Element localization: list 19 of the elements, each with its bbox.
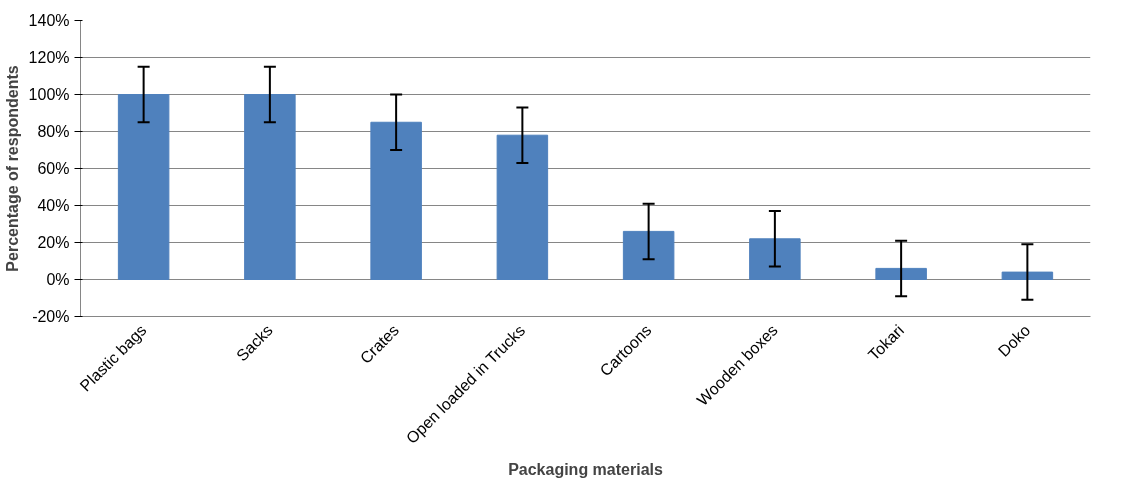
y-tick-label: 80%: [37, 123, 70, 140]
y-tick-label: 120%: [28, 49, 70, 66]
x-axis-title: Packaging materials: [508, 460, 663, 478]
bar: [622, 230, 675, 280]
y-tick-label: 100%: [28, 86, 70, 103]
bar: [117, 94, 170, 280]
y-axis-title: Percentage of respondents: [3, 65, 21, 272]
bar: [749, 238, 801, 280]
y-tick-label: -20%: [32, 308, 70, 325]
bar: [370, 121, 422, 280]
bar: [244, 94, 296, 280]
bar: [496, 134, 549, 280]
y-tick-label: 60%: [37, 160, 70, 177]
y-tick-label: 40%: [37, 197, 70, 214]
bar: [1001, 271, 1054, 280]
bar: [875, 267, 927, 280]
y-tick-label: 140%: [28, 12, 70, 29]
y-tick-label: 0%: [46, 271, 70, 288]
y-tick-label: 20%: [37, 234, 70, 251]
